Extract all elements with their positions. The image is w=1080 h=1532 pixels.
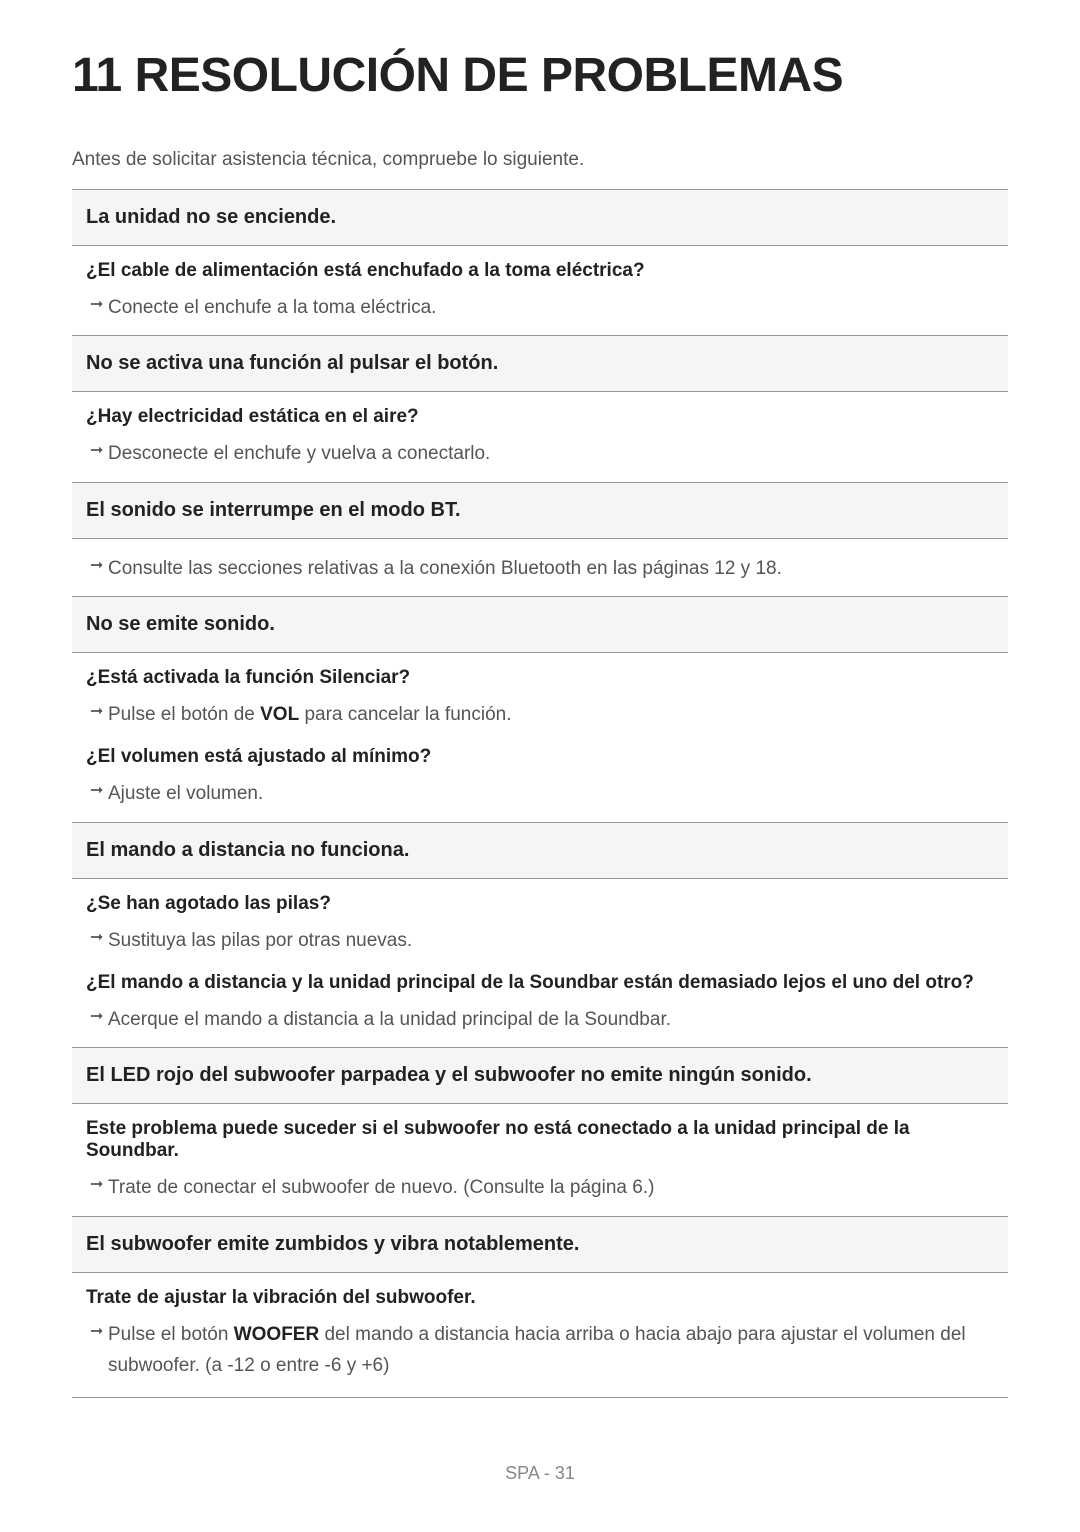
answer-row: ➞ Sustituya las pilas por otras nuevas. — [72, 921, 1008, 968]
page-title: 11 RESOLUCIÓN DE PROBLEMAS — [72, 48, 1008, 103]
arrow-icon: ➞ — [86, 438, 108, 460]
question-text: ¿Se han agotado las pilas? — [72, 879, 1008, 921]
arrow-icon: ➞ — [86, 778, 108, 800]
answer-row: ➞ Conecte el enchufe a la toma eléctrica… — [72, 288, 1008, 335]
arrow-icon: ➞ — [86, 699, 108, 721]
question-text: Trate de ajustar la vibración del subwoo… — [72, 1273, 1008, 1315]
answer-text: Pulse el botón WOOFER del mando a distan… — [108, 1319, 994, 1382]
section-header: El mando a distancia no funciona. — [72, 822, 1008, 879]
section-header: El sonido se interrumpe en el modo BT. — [72, 482, 1008, 539]
answer-text: Sustituya las pilas por otras nuevas. — [108, 925, 994, 956]
question-text: ¿El cable de alimentación está enchufado… — [72, 246, 1008, 288]
answer-row: ➞ Acerque el mando a distancia a la unid… — [72, 1000, 1008, 1047]
answer-row: ➞ Desconecte el enchufe y vuelva a conec… — [72, 434, 1008, 481]
section-header: No se emite sonido. — [72, 596, 1008, 653]
question-text: ¿El mando a distancia y la unidad princi… — [72, 968, 1008, 1000]
arrow-icon: ➞ — [86, 925, 108, 947]
answer-row: ➞ Pulse el botón WOOFER del mando a dist… — [72, 1315, 1008, 1394]
intro-text: Antes de solicitar asistencia técnica, c… — [72, 149, 1008, 171]
section-header: La unidad no se enciende. — [72, 189, 1008, 246]
divider — [72, 1397, 1008, 1398]
section-header: No se activa una función al pulsar el bo… — [72, 335, 1008, 392]
answer-text: Consulte las secciones relativas a la co… — [108, 553, 994, 584]
section-header: El subwoofer emite zumbidos y vibra nota… — [72, 1216, 1008, 1273]
answer-row: ➞ Trate de conectar el subwoofer de nuev… — [72, 1168, 1008, 1215]
arrow-icon: ➞ — [86, 1004, 108, 1026]
question-text: ¿Hay electricidad estática en el aire? — [72, 392, 1008, 434]
answer-text: Conecte el enchufe a la toma eléctrica. — [108, 292, 994, 323]
page-footer: SPA - 31 — [0, 1463, 1080, 1484]
question-text: ¿Está activada la función Silenciar? — [72, 653, 1008, 695]
answer-row: ➞ Ajuste el volumen. — [72, 774, 1008, 821]
question-text: ¿El volumen está ajustado al mínimo? — [72, 742, 1008, 774]
answer-text: Ajuste el volumen. — [108, 778, 994, 809]
answer-text: Desconecte el enchufe y vuelva a conecta… — [108, 438, 994, 469]
answer-row: ➞ Pulse el botón de VOL para cancelar la… — [72, 695, 1008, 742]
answer-text: Trate de conectar el subwoofer de nuevo.… — [108, 1172, 994, 1203]
answer-text: Acerque el mando a distancia a la unidad… — [108, 1004, 994, 1035]
arrow-icon: ➞ — [86, 553, 108, 575]
arrow-icon: ➞ — [86, 1319, 108, 1341]
section-header: El LED rojo del subwoofer parpadea y el … — [72, 1047, 1008, 1104]
arrow-icon: ➞ — [86, 292, 108, 314]
answer-row: ➞ Consulte las secciones relativas a la … — [72, 539, 1008, 596]
question-text: Este problema puede suceder si el subwoo… — [72, 1104, 1008, 1168]
arrow-icon: ➞ — [86, 1172, 108, 1194]
answer-text: Pulse el botón de VOL para cancelar la f… — [108, 699, 994, 730]
